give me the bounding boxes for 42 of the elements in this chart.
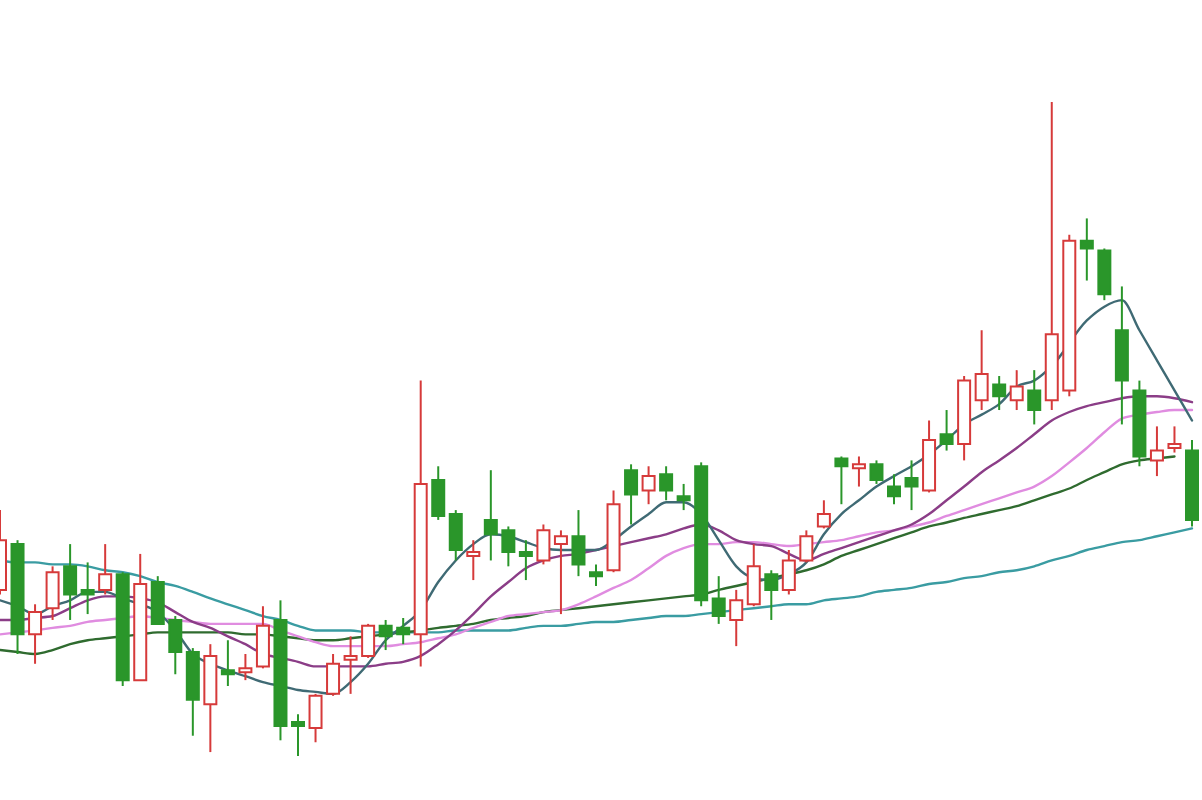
- candlestick: [98, 543, 113, 596]
- candlestick: [589, 563, 603, 587]
- candlestick: [659, 465, 674, 502]
- candlestick: [992, 375, 1007, 412]
- candlestick: [1097, 247, 1112, 302]
- candlestick: [185, 647, 200, 737]
- candlestick: [28, 603, 43, 665]
- candlestick: [746, 543, 761, 608]
- candlestick: [729, 588, 744, 648]
- candlestick: [80, 561, 95, 616]
- candlestick: [939, 409, 954, 452]
- candlestick: [1149, 425, 1164, 478]
- candlestick: [238, 652, 253, 682]
- candlestick: [553, 529, 568, 616]
- candlestick: [536, 523, 551, 566]
- candlestick: [255, 605, 270, 670]
- candlestick: [448, 509, 463, 562]
- candlestick: [1027, 369, 1042, 426]
- candlestick: [816, 499, 831, 530]
- candlestick: [869, 459, 884, 485]
- candlestick: [887, 473, 901, 506]
- candlestick: [834, 455, 849, 506]
- candlestick: [466, 539, 481, 582]
- candlestick: [764, 569, 779, 621]
- candlestick: [63, 543, 78, 621]
- candlestick: [904, 459, 919, 512]
- candlestick: [431, 465, 446, 521]
- candlestick: [220, 639, 235, 688]
- candlestick: [308, 692, 323, 744]
- candlestick: [1009, 369, 1024, 412]
- candlestick: [1079, 217, 1094, 282]
- candlestick: [624, 463, 639, 526]
- candlestick: [45, 565, 60, 621]
- candlestick: [326, 652, 341, 697]
- candlestick: [1167, 425, 1182, 454]
- candlestick: [571, 509, 586, 578]
- candlestick: [518, 539, 533, 582]
- candlestick: [974, 329, 989, 412]
- candlestick: [641, 465, 656, 506]
- candlestick: [291, 713, 305, 757]
- candlestick: [851, 455, 866, 488]
- candlestick: [711, 575, 726, 625]
